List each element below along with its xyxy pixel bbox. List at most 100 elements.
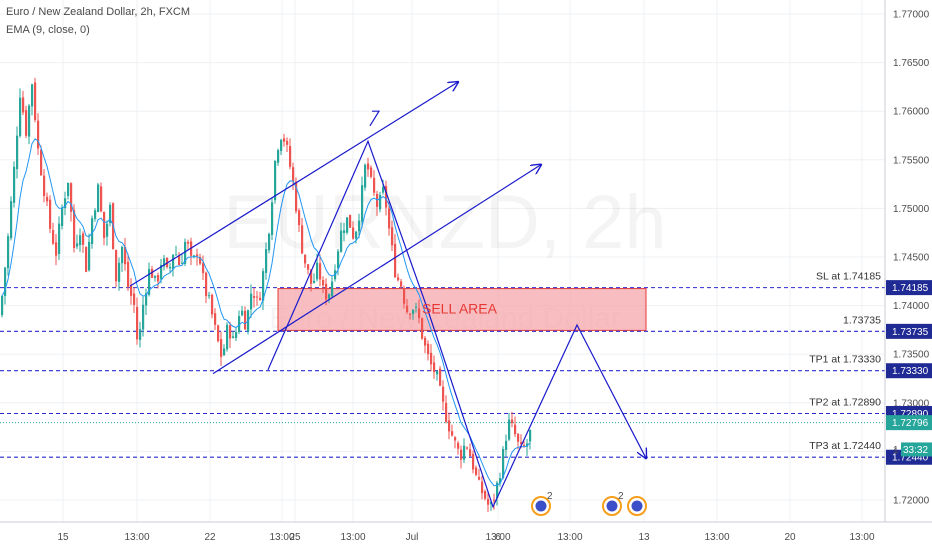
candle-body	[193, 255, 196, 257]
candle-body	[400, 281, 403, 287]
candle-body	[97, 184, 100, 213]
candle-body	[19, 97, 22, 136]
candle-body	[1, 296, 4, 316]
candle-body	[16, 135, 19, 170]
symbol-legend[interactable]: Euro / New Zealand Dollar, 2h, FXCM	[6, 6, 191, 18]
grid	[0, 0, 885, 522]
countdown-bg	[901, 442, 932, 457]
x-tick-label: 20	[784, 532, 796, 543]
candle-body	[382, 187, 385, 193]
candle-body	[211, 294, 214, 315]
candle-body	[361, 185, 364, 222]
price-tag-bg	[886, 323, 932, 339]
candle-body	[202, 263, 205, 274]
candle-body	[226, 324, 229, 350]
candle-body	[319, 263, 322, 280]
y-tick-label: 1.75000	[893, 204, 930, 215]
y-tick-label: 1.73500	[893, 350, 930, 361]
countdown-prefix: 1	[893, 445, 899, 456]
candle-body	[232, 336, 235, 338]
y-tick-label: 1.74000	[893, 301, 930, 312]
candle-body	[229, 325, 232, 339]
price-tag-text: 1.73735	[892, 327, 929, 338]
candle-body	[106, 223, 109, 237]
candle-body	[289, 146, 292, 167]
x-tick-label: 13:00	[124, 532, 149, 543]
candle-body	[73, 210, 76, 248]
candle-body	[439, 368, 442, 386]
candle-body	[70, 183, 73, 212]
candle-body	[454, 437, 457, 441]
candle-body	[160, 264, 163, 280]
event-icon-inner	[535, 500, 547, 512]
y-tick-label: 1.73000	[893, 398, 930, 409]
candle-body	[406, 305, 409, 313]
candle-body	[340, 230, 343, 252]
candle-body	[151, 268, 154, 278]
x-tick-label: 13:00	[557, 532, 582, 543]
candle-body	[475, 467, 478, 475]
candle-body	[214, 313, 217, 325]
candle-body	[331, 281, 334, 297]
candle-body	[271, 202, 274, 235]
price-tag: 1.74185	[886, 280, 932, 296]
candle-body	[394, 243, 397, 278]
candle-body	[43, 175, 46, 196]
candle-body	[499, 478, 502, 484]
level-label: TP3 at 1.72440	[809, 440, 881, 452]
event-badge: 2	[618, 491, 624, 502]
candle-body	[121, 246, 124, 264]
candle-body	[436, 371, 439, 375]
candle-body	[364, 164, 367, 188]
candle-body	[325, 283, 328, 300]
candle-body	[511, 419, 514, 424]
channel-trendline	[212, 165, 541, 375]
candle-body	[85, 247, 88, 272]
candle-body	[370, 167, 373, 177]
candle-body	[154, 275, 157, 278]
candle-body	[295, 181, 298, 212]
projection-tick	[369, 110, 381, 127]
candle-body	[313, 280, 316, 283]
x-tick-label: 13:00	[340, 532, 365, 543]
candle-body	[391, 227, 394, 246]
price-tag-text: 1.73330	[892, 366, 929, 377]
candle-body	[256, 296, 259, 298]
candle-body	[238, 316, 241, 332]
candle-body	[412, 309, 415, 314]
candle-body	[472, 454, 475, 470]
candle-body	[421, 318, 424, 339]
candle-body	[208, 295, 211, 297]
candle-body	[235, 332, 238, 339]
event-icon-inner	[631, 500, 643, 512]
candle-body	[244, 310, 247, 330]
price-tag: 1.73330	[886, 363, 932, 379]
candle-body	[262, 271, 265, 301]
candle-body	[484, 491, 487, 499]
x-tick-label: 13:00	[485, 532, 510, 543]
candle-body	[463, 445, 466, 460]
candle-body	[250, 293, 253, 310]
candle-body	[100, 186, 103, 212]
candle-body	[469, 449, 472, 457]
candle-body	[109, 205, 112, 224]
candle-body	[523, 445, 526, 447]
candle-body	[517, 433, 520, 442]
candle-body	[34, 82, 37, 121]
candle-body	[283, 138, 286, 142]
candle-body	[169, 266, 172, 269]
watermark-ticker: EURNZD, 2h	[223, 180, 666, 265]
candle-body	[397, 277, 400, 281]
candle-body	[196, 254, 199, 257]
y-tick-label: 1.76000	[893, 107, 930, 118]
candle-body	[55, 242, 58, 256]
candle-body	[220, 339, 223, 357]
candle-body	[514, 424, 517, 435]
x-tick-label: 13	[638, 532, 650, 543]
candle-body	[322, 279, 325, 286]
sell-area-zone	[277, 288, 647, 331]
ema-legend[interactable]: EMA (9, close, 0)	[6, 24, 90, 36]
last-price-text: 1.72796	[892, 418, 929, 429]
price-tag: 1.73735	[886, 323, 932, 339]
